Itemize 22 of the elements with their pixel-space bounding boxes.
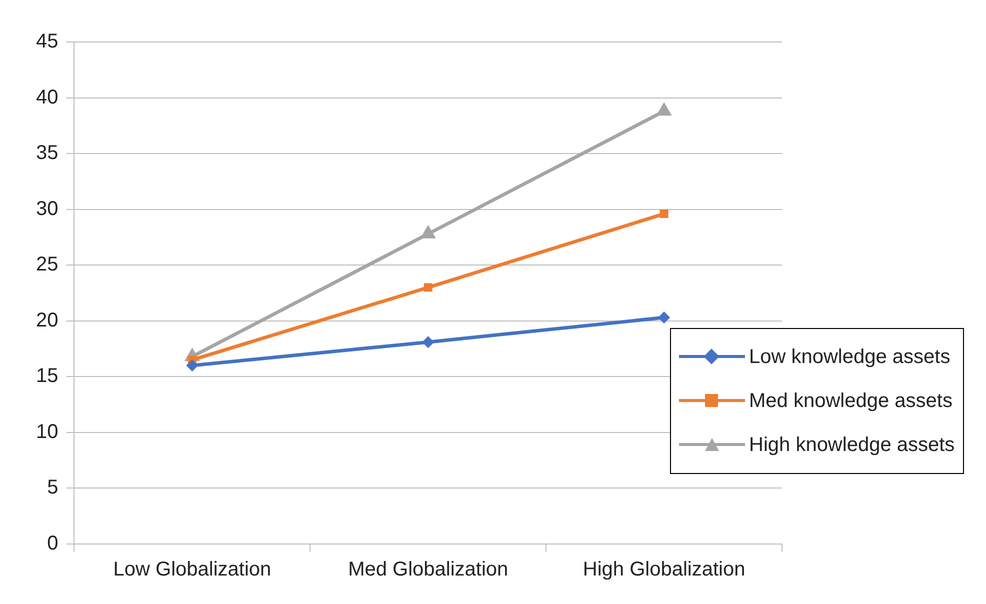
y-tick-label: 35: [36, 142, 58, 164]
legend-label: Low knowledge assets: [749, 346, 950, 368]
x-tick-label: High Globalization: [582, 558, 746, 581]
point: [186, 360, 198, 372]
y-tick-label: 0: [47, 532, 58, 555]
y-tick-label: 30: [36, 198, 58, 220]
x-tick-label: Low Globalization: [113, 558, 272, 581]
y-tick-label: 10: [36, 420, 58, 443]
point: [424, 283, 432, 292]
point: [422, 336, 434, 348]
y-tick-label: 45: [36, 30, 58, 53]
legend-label: High knowledge assets: [749, 434, 955, 456]
y-tick-label: 15: [36, 365, 58, 388]
y-tick-label: 20: [36, 309, 58, 332]
y-tick-label: 5: [47, 476, 58, 499]
x-tick-label: Med Globalization: [348, 558, 508, 581]
legend-label: Med knowledge assets: [749, 390, 952, 412]
y-tick-label: 25: [36, 254, 58, 276]
point: [658, 312, 670, 324]
point: [656, 102, 672, 116]
point: [660, 210, 668, 218]
y-tick-label: 40: [36, 86, 58, 108]
